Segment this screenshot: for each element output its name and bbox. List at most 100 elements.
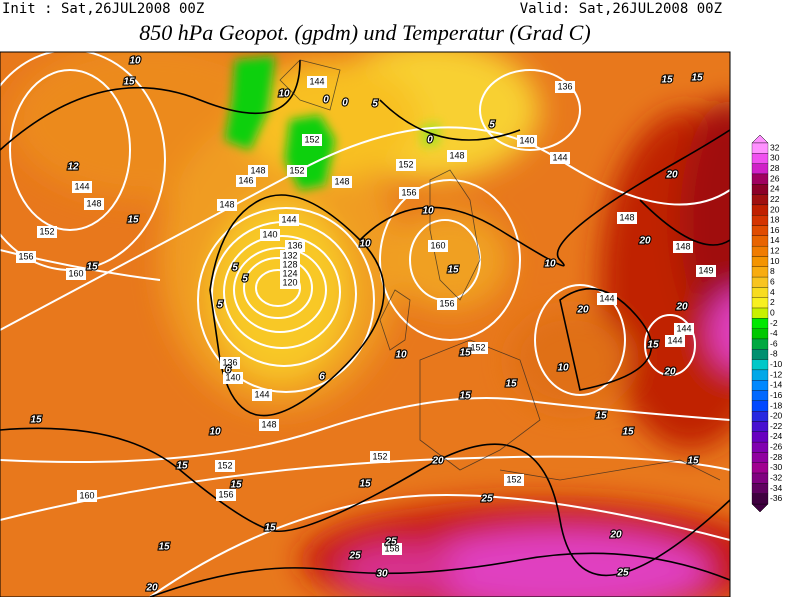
- geopotential-label: 148: [86, 198, 101, 208]
- geopotential-label: 148: [334, 176, 349, 186]
- geopotential-label: 158: [384, 543, 399, 553]
- geopotential-label: 124: [282, 268, 297, 278]
- geopotential-label: 132: [282, 250, 297, 260]
- geopotential-label: 144: [309, 76, 324, 86]
- temperature-label: 30: [376, 569, 388, 580]
- colorbar-swatch: [751, 142, 769, 154]
- colorbar-label: 20: [770, 204, 780, 214]
- label-box: [550, 152, 570, 164]
- geopotential-label: 144: [599, 293, 614, 303]
- geopotential-label: 152: [398, 159, 413, 169]
- colorbar-swatch: [751, 276, 769, 288]
- colorbar-label: -20: [770, 411, 783, 421]
- label-box: [252, 389, 272, 401]
- colorbar-swatch: [751, 194, 769, 206]
- label-box: [399, 187, 419, 199]
- colorbar-swatch: [751, 328, 769, 340]
- temperature-label: 15: [158, 542, 170, 553]
- colorbar-label: -16: [770, 390, 783, 400]
- temperature-label: 20: [675, 302, 688, 313]
- geopotential-label: 144: [676, 323, 691, 333]
- colorbar-arrow-bottom: [751, 503, 769, 513]
- colorbar-swatch: [751, 215, 769, 226]
- temperature-label: 0: [427, 135, 433, 146]
- temperature-label: 20: [145, 583, 158, 594]
- label-box: [504, 474, 524, 486]
- geopotential-label: 140: [519, 135, 534, 145]
- colorbar-label: 32: [770, 142, 780, 152]
- temperature-label: 15: [661, 75, 673, 86]
- colorbar-label: 18: [770, 215, 780, 225]
- label-box: [665, 335, 685, 347]
- temperature-label: 5: [232, 263, 238, 274]
- colorbar-swatch: [751, 390, 769, 402]
- colorbar-swatch: [751, 204, 769, 216]
- label-box: [279, 214, 299, 226]
- label-box: [396, 159, 416, 171]
- geopotential-label: 152: [217, 460, 232, 470]
- temperature-label: 15: [647, 340, 659, 351]
- temperature-label: 25: [348, 551, 361, 562]
- temperature-label: 15: [359, 479, 371, 490]
- label-box: [285, 240, 305, 252]
- label-box: [72, 181, 92, 193]
- colorbar-label: 24: [770, 184, 780, 194]
- colorbar-swatch: [751, 225, 769, 236]
- geopotential-label: 148: [250, 165, 265, 175]
- temperature-label: 5: [242, 274, 248, 285]
- temperature-label: 10: [129, 56, 141, 67]
- colorbar-swatch: [751, 318, 769, 329]
- colorbar-label: -28: [770, 452, 783, 462]
- temperature-label: 12: [67, 162, 79, 173]
- colorbar-label: 30: [770, 153, 780, 163]
- colorbar-swatch: [751, 153, 769, 164]
- temperature-label: 25: [384, 537, 397, 548]
- label-box: [307, 76, 327, 88]
- colorbar-label: 0: [770, 307, 775, 317]
- colorbar-label: 8: [770, 266, 775, 276]
- temperature-label: 6: [319, 372, 325, 383]
- colorbar: 32302826242220181614121086420-2-4-6-8-10…: [751, 134, 783, 513]
- colorbar-label: -26: [770, 442, 783, 452]
- temperature-label: 25: [480, 494, 493, 505]
- colorbar-arrow-top: [751, 134, 769, 144]
- temperature-label: 15: [176, 461, 188, 472]
- geopotential-label: 148: [619, 212, 634, 222]
- geopotential-label: 140: [225, 372, 240, 382]
- label-box: [216, 489, 236, 501]
- colorbar-label: 26: [770, 173, 780, 183]
- label-box: [437, 298, 457, 310]
- temperature-label: 10: [209, 427, 221, 438]
- geopotential-label: 156: [439, 298, 454, 308]
- temperature-label: 5: [217, 300, 223, 311]
- colorbar-swatch: [751, 163, 769, 175]
- geopotential-label: 148: [261, 419, 276, 429]
- geopotential-label: 128: [282, 259, 297, 269]
- colorbar-swatch: [751, 338, 769, 350]
- colorbar-swatch: [751, 266, 769, 278]
- colorbar-swatch: [751, 184, 769, 195]
- geopotential-label: 156: [401, 187, 416, 197]
- label-box: [236, 175, 256, 187]
- colorbar-label: -22: [770, 421, 783, 431]
- temperature-label: 15: [447, 265, 459, 276]
- geopotential-label: 144: [667, 335, 682, 345]
- geopotential-label: 152: [372, 451, 387, 461]
- label-box: [84, 198, 104, 210]
- temperature-label: 15: [230, 480, 242, 491]
- colorbar-swatch: [751, 297, 769, 309]
- label-box: [597, 293, 617, 305]
- colorbar-swatch: [751, 307, 769, 319]
- geopotential-label: 140: [262, 229, 277, 239]
- geopotential-label: 144: [254, 389, 269, 399]
- geopotential-label: 152: [39, 226, 54, 236]
- temperature-label: 20: [638, 236, 651, 247]
- temperature-label: 20: [663, 367, 676, 378]
- temperature-label: 15: [459, 391, 471, 402]
- temperature-label: 10: [544, 259, 556, 270]
- temperature-label: 10: [557, 363, 569, 374]
- label-box: [220, 357, 240, 369]
- label-box: [259, 419, 279, 431]
